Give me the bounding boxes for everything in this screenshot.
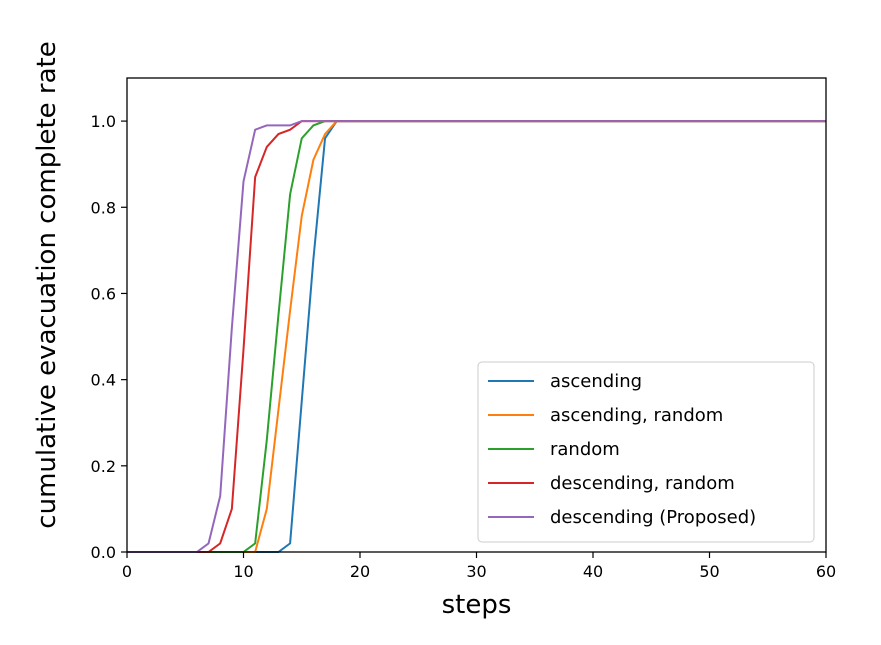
legend-label: descending, random [550, 473, 735, 494]
legend-label: ascending [550, 371, 642, 392]
series-line-2 [127, 120, 826, 553]
x-tick-label: 20 [350, 562, 370, 581]
y-tick-label: 0.8 [91, 198, 116, 217]
x-tick-label: 50 [699, 562, 719, 581]
legend-label: random [550, 439, 620, 460]
x-tick-label: 40 [583, 562, 603, 581]
legend-label: ascending, random [550, 405, 723, 426]
y-axis-title: cumulative evacuation complete rate [32, 41, 62, 528]
y-tick-label: 0.2 [91, 457, 116, 476]
y-tick-label: 0.0 [91, 543, 116, 562]
series-line-1 [127, 120, 826, 553]
legend-label: descending (Proposed) [550, 507, 756, 528]
legend: ascending ascending, random random descendi… [477, 361, 815, 543]
legend-box [477, 361, 815, 543]
y-tick-label: 0.6 [91, 284, 116, 303]
x-tick-label: 30 [466, 562, 486, 581]
axis-ticks: 0 10 20 30 40 50 60 0.0 0.2 0.4 0.6 0.8 1.0 [91, 112, 837, 581]
x-tick-label: 10 [233, 562, 253, 581]
x-axis-title: steps [442, 590, 512, 620]
y-tick-label: 0.4 [91, 371, 116, 390]
y-tick-label: 1.0 [91, 112, 116, 131]
x-tick-label: 0 [122, 562, 132, 581]
x-tick-label: 60 [816, 562, 836, 581]
series-lines [127, 120, 826, 553]
series-line-4 [127, 120, 826, 553]
